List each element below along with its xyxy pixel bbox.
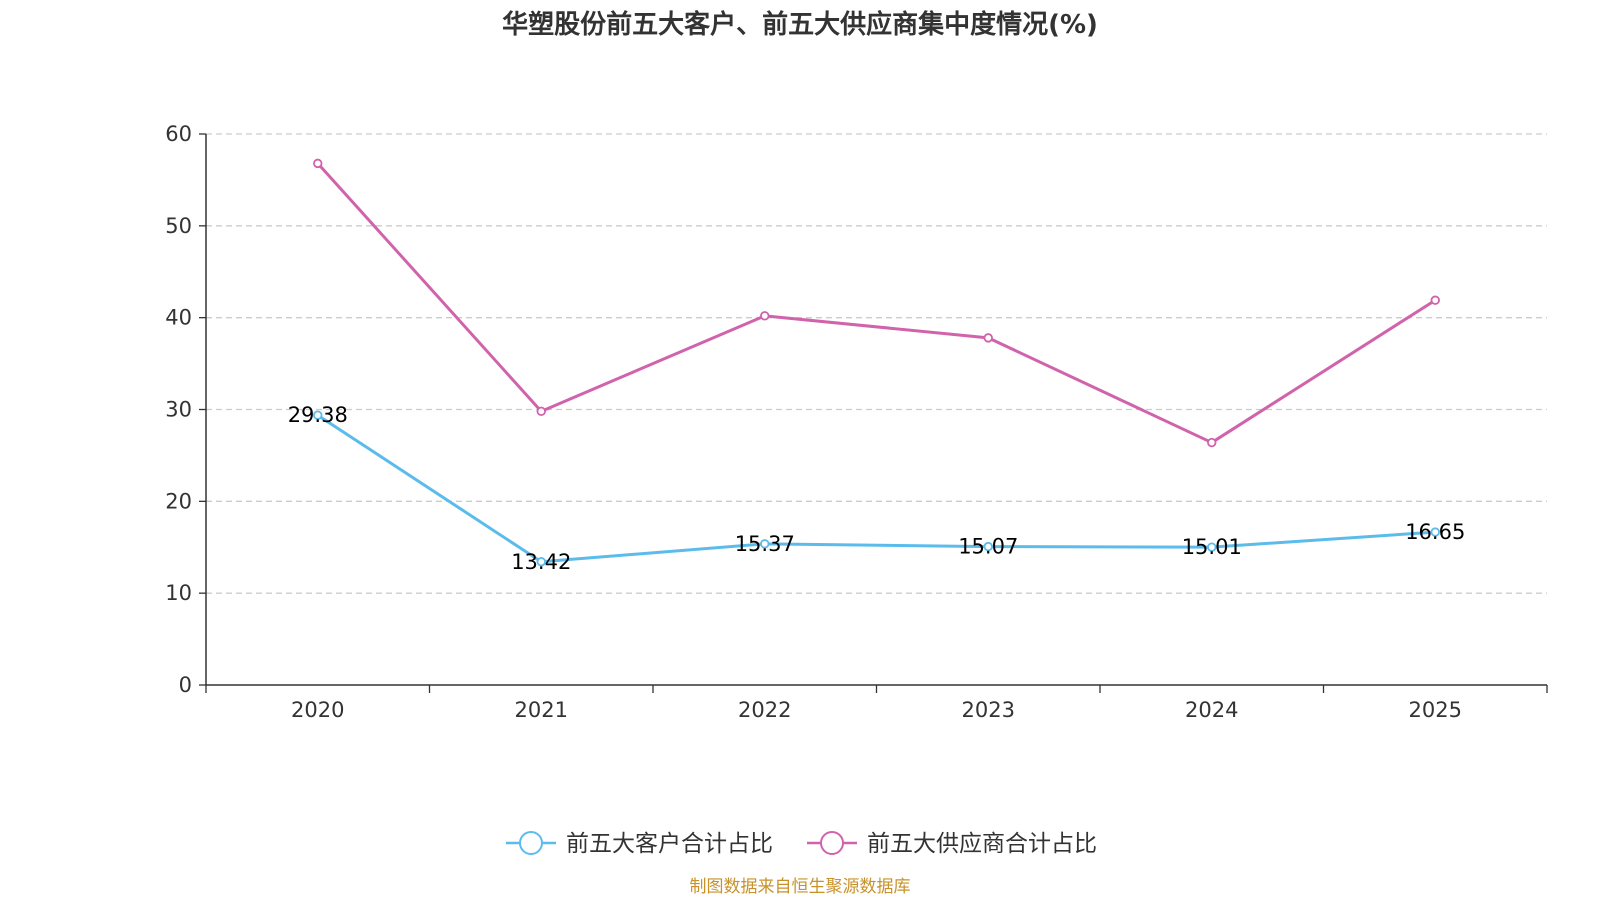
chart-title: 华塑股份前五大客户、前五大供应商集中度情况(%) [502,9,1098,40]
series-group [313,158,1440,448]
data-point[interactable] [983,333,993,343]
y-tick-label: 40 [165,306,192,330]
legend-label: 前五大客户合计占比 [566,831,773,857]
x-tick-label: 2020 [291,698,344,722]
y-tick-label: 20 [165,489,192,513]
y-tick-label: 50 [165,214,192,238]
data-label: 16.65 [1405,520,1465,544]
data-point[interactable] [313,158,323,169]
y-tick-label: 0 [179,673,192,697]
axes: 0 10 20 30 40 50 60 2020 2021 2022 2023 2024 2025 [165,122,1548,722]
legend-item[interactable]: 前五大客户合计占比 [506,831,773,857]
data-point[interactable] [760,311,770,321]
data-label: 15.07 [958,535,1018,559]
legend-item[interactable]: 前五大供应商合计占比 [807,831,1097,857]
data-point[interactable] [1430,295,1440,305]
data-label: 15.01 [1182,535,1242,559]
gridlines [206,133,1547,594]
series-line [316,413,1437,564]
data-label: 13.42 [511,550,571,574]
legend[interactable]: 前五大客户合计占比 前五大供应商合计占比 [506,831,1097,857]
x-tick-label: 2025 [1409,698,1462,722]
y-tick-label: 30 [165,398,192,422]
data-label: 29.38 [288,403,348,427]
data-point[interactable] [983,541,993,552]
data-point[interactable] [760,539,770,549]
series-layer [313,158,1440,567]
x-tick-label: 2023 [962,698,1015,722]
x-tick-label: 2021 [515,698,568,722]
data-point[interactable] [536,406,546,417]
legend-marker [519,831,543,855]
data-point[interactable] [1207,542,1217,552]
x-tick-label: 2022 [738,698,791,722]
series-group [313,410,1440,567]
x-tick-label: 2024 [1185,698,1238,722]
data-point[interactable] [1207,437,1217,448]
y-tick-label: 10 [165,581,192,605]
y-tick-label: 60 [165,122,192,146]
data-point[interactable] [1430,527,1440,537]
data-label: 15.37 [735,532,795,556]
data-point[interactable] [536,557,546,567]
legend-marker [820,831,844,855]
legend-label: 前五大供应商合计占比 [867,831,1097,857]
source-note: 制图数据来自恒生聚源数据库 [690,877,911,897]
data-labels: 29.38 13.42 15.37 15.07 15.01 16.65 [288,403,1466,574]
data-point[interactable] [313,410,323,420]
series-line [316,161,1437,445]
